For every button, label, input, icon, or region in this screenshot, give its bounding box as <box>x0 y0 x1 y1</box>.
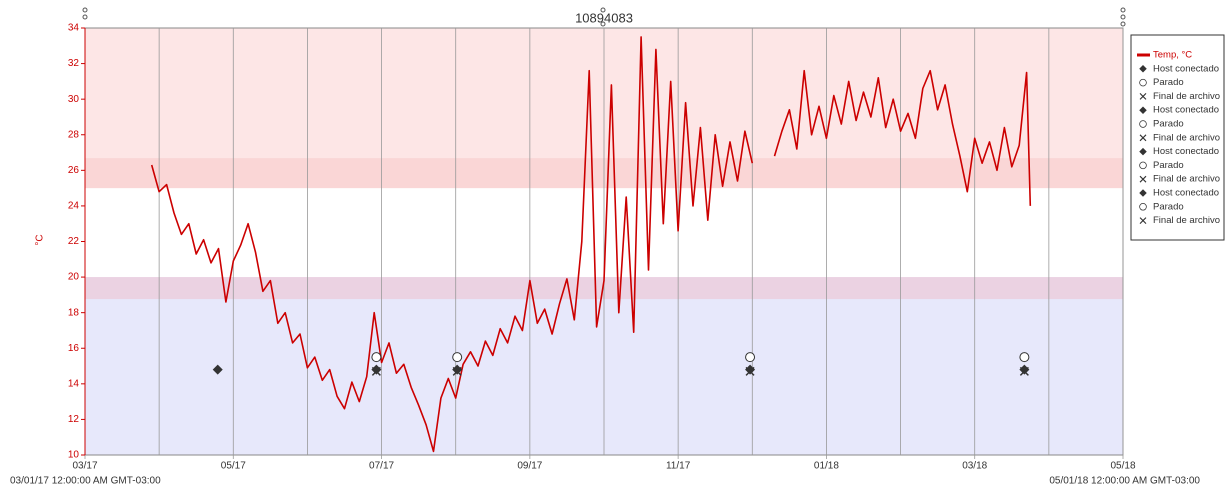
start-date-label: 03/01/17 12:00:00 AM GMT-03:00 <box>10 476 161 487</box>
y-tick-label: 32 <box>68 58 80 69</box>
legend-symbol <box>1139 65 1147 73</box>
legend-symbol <box>1139 134 1147 142</box>
y-tick-label: 10 <box>68 450 80 461</box>
y-tick-label: 18 <box>68 307 80 318</box>
legend-symbol <box>1139 120 1147 128</box>
x-tick-label: 11/17 <box>666 461 691 472</box>
y-tick-label: 34 <box>68 23 80 34</box>
event-marker <box>452 364 463 375</box>
legend-symbol <box>1139 203 1147 211</box>
legend-symbol <box>1139 217 1147 224</box>
legend-symbol <box>1139 217 1147 224</box>
legend-symbol <box>1139 120 1147 128</box>
y-tick-label: 14 <box>68 378 80 389</box>
y-tick-label: 12 <box>68 414 80 425</box>
legend-symbol <box>1139 93 1147 100</box>
chart-title: 10894083 <box>575 10 633 25</box>
legend-symbol <box>1139 93 1147 100</box>
legend-symbol <box>1139 78 1147 87</box>
legend-symbol <box>1139 189 1147 197</box>
y-tick-label: 22 <box>68 236 80 247</box>
event-marker <box>745 364 756 375</box>
legend-symbol <box>1139 175 1147 183</box>
legend-symbol <box>1139 147 1147 156</box>
legend-symbol <box>1139 134 1147 142</box>
y-tick-label: 30 <box>68 94 80 105</box>
legend-symbol <box>1139 106 1147 114</box>
legend-label: Final de archivo <box>1153 215 1220 226</box>
legend-symbol <box>1139 175 1147 183</box>
y-tick-label: 24 <box>68 201 80 212</box>
event-marker <box>1019 366 1029 376</box>
x-tick-label: 07/17 <box>369 461 394 472</box>
y-tick-label: 26 <box>68 165 80 176</box>
legend-label: Parado <box>1153 119 1184 130</box>
x-tick-label: 03/17 <box>72 461 97 472</box>
legend-label: Final de archivo <box>1153 174 1220 185</box>
y-tick-label: 28 <box>68 129 80 140</box>
legend-symbol <box>1139 78 1147 87</box>
legend-label: Host conectado <box>1153 188 1219 199</box>
event-marker <box>452 352 463 363</box>
legend-symbol <box>1139 147 1147 156</box>
legend-label: Parado <box>1153 77 1184 88</box>
legend-label: Host conectado <box>1153 146 1219 157</box>
temperature-line <box>150 36 1032 453</box>
x-tick-label: 05/17 <box>221 461 246 472</box>
x-tick-label: 05/18 <box>1110 461 1135 472</box>
y-tick-label: 20 <box>68 272 80 283</box>
x-tick-label: 09/17 <box>517 461 542 472</box>
y-axis-label: °C <box>35 234 46 245</box>
legend-label: Parado <box>1153 201 1184 212</box>
legend-label: Final de archivo <box>1153 91 1220 102</box>
event-marker <box>1019 364 1030 375</box>
event-marker <box>745 352 756 363</box>
x-tick-label: 03/18 <box>962 461 987 472</box>
legend-symbol <box>1139 161 1147 170</box>
corner-icons <box>82 7 1126 27</box>
legend-symbol <box>1139 203 1147 211</box>
x-tick-label: 01/18 <box>814 461 839 472</box>
legend-label: Host conectado <box>1153 63 1219 74</box>
legend-label: Parado <box>1153 160 1184 171</box>
y-tick-label: 16 <box>68 343 80 354</box>
legend-symbol <box>1139 106 1147 114</box>
legend-label: Final de archivo <box>1153 132 1220 143</box>
legend-label: Host conectado <box>1153 105 1219 116</box>
legend-symbol <box>1139 161 1147 170</box>
event-marker <box>212 364 223 375</box>
legend-symbol <box>1139 65 1147 73</box>
legend-symbol <box>1139 189 1147 197</box>
event-marker <box>371 364 382 375</box>
legend-label: Temp, °C <box>1153 50 1192 61</box>
event-marker <box>1019 352 1030 363</box>
end-date-label: 05/01/18 12:00:00 AM GMT-03:00 <box>1049 476 1200 487</box>
event-marker <box>371 352 382 363</box>
